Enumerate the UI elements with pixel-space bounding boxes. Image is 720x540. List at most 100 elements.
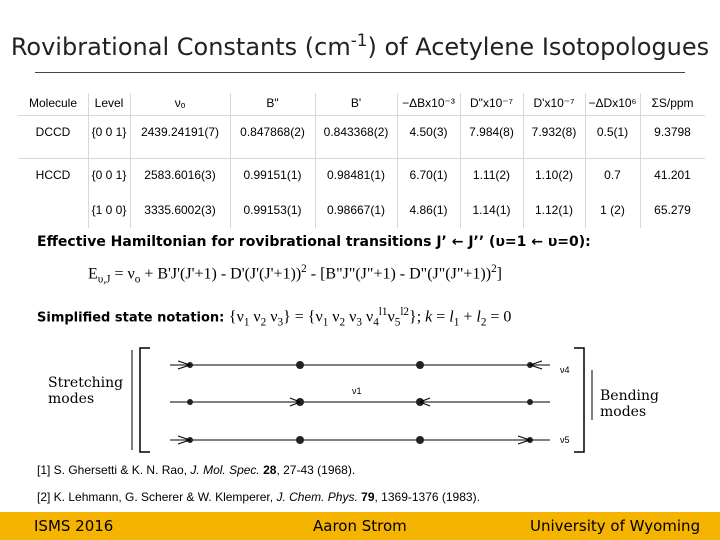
text-run: 2 bbox=[260, 316, 267, 329]
mode-label: ν1 bbox=[352, 386, 362, 396]
hamiltonian-heading: Effective Hamiltonian for rovibrational … bbox=[37, 234, 591, 250]
text-run: J. Mol. Spec. bbox=[190, 463, 260, 477]
table-cell: 9.3798 bbox=[654, 125, 691, 139]
text-run: 2 bbox=[301, 263, 307, 275]
table-cell: 0.99151(1) bbox=[243, 168, 302, 182]
table-cell: 2439.24191(7) bbox=[140, 125, 220, 139]
text-run: = bbox=[432, 308, 450, 326]
text-run: 3 bbox=[356, 316, 362, 329]
footer-bar bbox=[0, 512, 720, 540]
text-run: ν bbox=[249, 308, 261, 326]
row-separator bbox=[18, 158, 705, 159]
text-run: 79 bbox=[361, 490, 375, 504]
column-separator bbox=[460, 93, 461, 228]
table-cell: 1.10(2) bbox=[534, 168, 574, 182]
text-run: = 0 bbox=[486, 308, 512, 326]
footer-left: ISMS 2016 bbox=[34, 517, 114, 535]
text-run: {ν bbox=[228, 308, 244, 326]
footer-center: Aaron Strom bbox=[313, 517, 407, 535]
text-run: 1 bbox=[322, 316, 329, 329]
table-cell: 65.279 bbox=[654, 203, 691, 217]
text-run: E bbox=[88, 265, 98, 283]
text-run: 28 bbox=[263, 463, 277, 477]
text-run: ) of Acetylene Isotopologues bbox=[367, 33, 710, 61]
column-separator bbox=[585, 93, 586, 228]
text-run: Rovibrational Constants (cm bbox=[10, 33, 351, 61]
left-bracket bbox=[139, 347, 150, 453]
column-separator bbox=[88, 93, 89, 228]
molecule-cell: DCCD bbox=[35, 125, 71, 139]
header-cell: ΣS/ppm bbox=[651, 96, 694, 110]
row-separator bbox=[18, 115, 705, 116]
header-cell: Molecule bbox=[28, 96, 78, 110]
text-run: k bbox=[425, 308, 433, 326]
footer-right: University of Wyoming bbox=[530, 517, 701, 535]
column-separator bbox=[130, 93, 131, 228]
text-run: υ,J bbox=[97, 273, 111, 286]
reference: [2] K. Lehmann, G. Scherer & W. Klempere… bbox=[37, 490, 480, 504]
text-run: , 1369-1376 (1983). bbox=[374, 490, 480, 504]
text-run: 1 bbox=[453, 316, 460, 329]
table-cell: 7.932(8) bbox=[531, 125, 577, 139]
text-run: ν bbox=[387, 308, 395, 326]
text-run: }; bbox=[409, 308, 426, 326]
text-run: ν bbox=[328, 308, 340, 326]
text-run: l bbox=[476, 308, 481, 326]
header-cell: D"x10⁻⁷ bbox=[470, 96, 513, 110]
table-cell: 3335.6002(3) bbox=[144, 203, 216, 217]
column-separator bbox=[230, 93, 231, 228]
title-rule bbox=[35, 72, 685, 73]
header-cell: Level bbox=[94, 96, 124, 110]
text-run: o bbox=[134, 273, 141, 286]
header-cell: νₒ bbox=[174, 96, 186, 110]
header-cell: B" bbox=[266, 96, 279, 110]
text-run: 3 bbox=[277, 316, 284, 329]
text-run: -1 bbox=[350, 30, 368, 50]
text-run: 5 bbox=[394, 316, 401, 329]
molecule-sketches bbox=[170, 360, 550, 445]
table-cell: 0.5(1) bbox=[596, 125, 629, 139]
slide-title: Rovibrational Constants (cm-1) of Acetyl… bbox=[0, 30, 720, 61]
text-run: ] bbox=[496, 265, 502, 283]
text-run: Simplified state notation: bbox=[37, 310, 229, 326]
table-cell: 0.98667(1) bbox=[326, 203, 386, 217]
header-cell: −ΔDx10⁶ bbox=[588, 96, 637, 110]
mode-label: ν5 bbox=[560, 435, 570, 445]
molecule-cell: HCCD bbox=[35, 168, 71, 182]
header-cell: D'x10⁻⁷ bbox=[533, 96, 575, 110]
right-bracket bbox=[574, 347, 585, 453]
text-run: 1 bbox=[243, 316, 250, 329]
table-cell: 4.86(1) bbox=[409, 203, 448, 217]
text-run: 2 bbox=[491, 263, 497, 275]
table-cell: 0.98481(1) bbox=[326, 168, 386, 182]
text-run: 2 bbox=[480, 316, 487, 329]
bending-label: Bending modes bbox=[600, 388, 660, 420]
table-cell: 41.201 bbox=[654, 168, 691, 182]
text-run: + B'J'(J'+1) - D'(J'(J'+1)) bbox=[140, 265, 302, 283]
text-run: ν bbox=[361, 308, 374, 326]
table-cell: 1.11(2) bbox=[472, 168, 511, 182]
table-cell: {0 0 1} bbox=[91, 168, 127, 182]
column-separator bbox=[315, 93, 316, 228]
mode-row bbox=[170, 397, 550, 407]
mode-row bbox=[170, 435, 550, 445]
header-cell: B' bbox=[350, 96, 362, 110]
text-run: - [B"J"(J"+1) - D"(J"(J"+1)) bbox=[306, 265, 492, 283]
table-cell: 1.14(1) bbox=[472, 203, 511, 217]
brackets bbox=[131, 347, 593, 453]
text-run: l1 bbox=[378, 306, 388, 318]
text-run: + bbox=[459, 308, 477, 326]
reference: [1] S. Ghersetti & K. N. Rao, J. Mol. Sp… bbox=[37, 463, 355, 477]
table-cell: {1 0 0} bbox=[91, 203, 127, 217]
table-cell: 0.843368(2) bbox=[323, 125, 389, 139]
text-run: } = {ν bbox=[283, 308, 323, 326]
state-notation: Simplified state notation: {ν1 ν2 ν3} = … bbox=[37, 306, 511, 329]
text-run: l bbox=[449, 308, 454, 326]
mode-label: ν4 bbox=[560, 365, 570, 375]
column-separator bbox=[640, 93, 641, 228]
table-cell: 0.99153(1) bbox=[243, 203, 302, 217]
text-run: [1] S. Ghersetti & K. N. Rao, bbox=[37, 463, 191, 477]
table-cell: 0.7 bbox=[604, 168, 621, 182]
text-run: ν bbox=[266, 308, 278, 326]
